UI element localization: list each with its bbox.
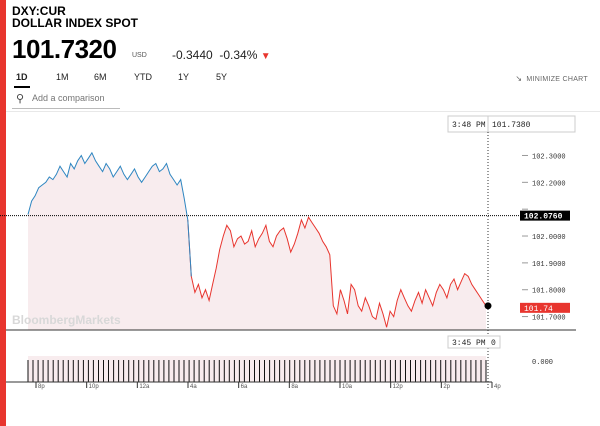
x-tick-label: 10a [342, 384, 353, 390]
x-axis: 8p 10p 12a 4a 6a 8a 10a 12p 2p 4p [35, 382, 501, 390]
volume-readout-box [447, 335, 501, 349]
active-tab-indicator [14, 86, 30, 88]
currency-label: USD [132, 52, 147, 59]
ticker-symbol: DXY:CUR [12, 4, 66, 18]
instrument-name: DOLLAR INDEX SPOT [12, 16, 139, 30]
tab-1m[interactable]: 1M [56, 72, 69, 82]
tab-6m[interactable]: 6M [94, 72, 107, 82]
price-chart[interactable]: 3:48 PM 101.7380 102.0760 101.74 102.300… [0, 112, 600, 394]
y-tick-label: 102.2000 [532, 180, 566, 188]
current-price-label: 101.74 [524, 305, 553, 314]
volume-cursor-value: 0 [491, 339, 496, 348]
comparison-input[interactable] [30, 92, 122, 104]
volume-cursor-time: 3:45 PM [452, 339, 486, 348]
accent-bar [0, 0, 6, 426]
cursor-value: 101.7380 [492, 121, 531, 130]
y-tick-label: 101.9000 [532, 261, 566, 269]
search-icon: ⚲ [16, 93, 25, 105]
cursor-readout-box [447, 115, 576, 133]
volume-area [28, 356, 486, 382]
price-line-above-close [27, 151, 192, 277]
minimize-chart-button[interactable]: ↘ MINIMIZE CHART [515, 74, 588, 83]
y-axis: 102.3000 102.2000 102.0000 101.9000 101.8000… [522, 153, 566, 323]
price-line-below-close [187, 216, 487, 328]
y-tick-label: 101.7000 [532, 315, 566, 323]
change-percent: -0.34% [219, 48, 258, 62]
volume-tick-label: 0.000 [532, 359, 553, 367]
last-price-dot [484, 302, 492, 310]
x-tick-label: 4p [494, 384, 501, 390]
x-tick-label: 2p [443, 384, 450, 390]
current-price-tag [520, 302, 570, 313]
x-tick-label: 10p [89, 384, 100, 390]
minimize-chart-label: MINIMIZE CHART [526, 76, 588, 83]
y-tick-label: 102.3000 [532, 153, 566, 161]
x-tick-label: 8a [291, 384, 298, 390]
x-tick-label: 8p [38, 384, 45, 390]
x-tick-label: 12a [139, 384, 150, 390]
previous-close-label: 102.0760 [524, 213, 563, 222]
tab-ytd[interactable]: YTD [134, 72, 152, 82]
x-tick-label: 6a [241, 384, 248, 390]
collapse-icon: ↘ [515, 74, 523, 83]
x-tick-label: 12p [393, 384, 404, 390]
volume-bars [27, 360, 487, 382]
bloomberg-watermark: BloombergMarkets [12, 313, 121, 327]
triangle-down-icon: ▼ [260, 51, 271, 62]
price-area-fill [28, 152, 486, 330]
y-tick-label: 101.8000 [532, 288, 566, 296]
last-price: 101.7320 [12, 34, 117, 64]
price-change: -0.3440 -0.34% ▼ [172, 48, 271, 62]
previous-close-tag [520, 210, 570, 221]
comparison-search: ⚲ [12, 90, 122, 109]
tab-5y[interactable]: 5Y [216, 72, 228, 82]
tab-1y[interactable]: 1Y [178, 72, 190, 82]
y-tick-label: 102.0000 [532, 234, 566, 242]
cursor-time: 3:48 PM [452, 121, 486, 130]
tab-1d[interactable]: 1D [16, 72, 28, 82]
x-tick-label: 4a [190, 384, 197, 390]
divider [6, 111, 600, 112]
change-value: -0.3440 [172, 48, 213, 62]
